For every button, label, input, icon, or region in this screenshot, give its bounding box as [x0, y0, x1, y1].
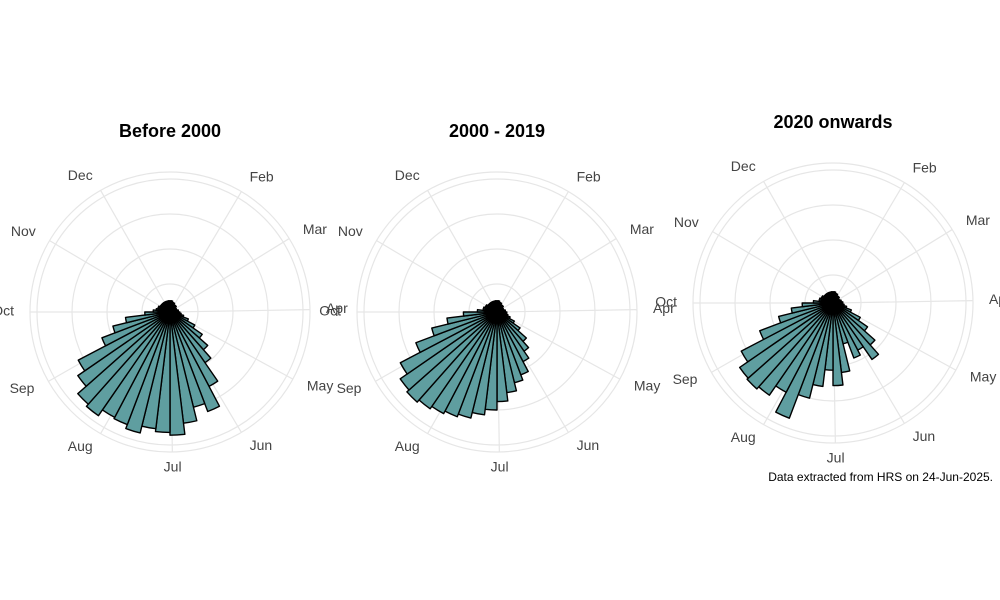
chart-title: 2000 - 2019 [449, 121, 545, 141]
polar-chart: Before 2000 Feb Mar Apr May Jun Jul Aug Sep Oct No… [0, 121, 348, 475]
bar [144, 311, 171, 316]
bar [77, 311, 171, 387]
month-label: Mar [630, 221, 654, 237]
month-label: Feb [250, 169, 274, 185]
grid-spoke [376, 240, 498, 313]
bar [832, 302, 862, 359]
bar [832, 302, 880, 361]
month-label: Jul [827, 450, 845, 466]
month-label: Feb [913, 160, 937, 176]
month-label: Dec [731, 158, 756, 174]
bar [740, 302, 834, 363]
grid-spoke [496, 238, 617, 313]
bar [112, 311, 171, 334]
month-label: Aug [731, 429, 756, 445]
bar [101, 311, 171, 347]
grid-spoke [169, 191, 242, 313]
bar [415, 311, 498, 354]
grid-spoke [100, 190, 171, 313]
bar [462, 311, 498, 317]
month-label: Feb [577, 169, 601, 185]
month-label: Mar [303, 221, 327, 237]
bar [77, 311, 171, 405]
month-label: Apr [326, 300, 348, 316]
month-label: Jun [250, 437, 273, 453]
chart-title: 2020 onwards [773, 112, 892, 132]
month-label: Jul [491, 459, 509, 475]
grid-spoke [49, 240, 171, 313]
bar [494, 300, 498, 313]
month-label: Jun [577, 437, 600, 453]
month-label: Apr [989, 291, 1000, 307]
month-label: Sep [10, 380, 35, 396]
bar [399, 311, 498, 391]
month-label: Jun [913, 428, 936, 444]
grid-spoke [832, 229, 953, 304]
bar [124, 311, 171, 324]
polar-chart: 2020 onwards Feb Mar Apr May Jun Jul Aug Sep Oct N… [655, 112, 1000, 484]
grid-spoke [763, 181, 834, 304]
bar [167, 300, 171, 313]
bar [77, 311, 171, 372]
month-label: Oct [655, 294, 677, 310]
grid-spoke [832, 182, 905, 304]
month-label: Oct [0, 303, 14, 319]
month-label: May [634, 378, 660, 394]
grid-spoke [427, 190, 498, 313]
grid-spoke [496, 309, 637, 313]
bar [758, 302, 834, 341]
grid-spoke [169, 238, 290, 313]
bar [801, 302, 834, 308]
month-label: Nov [338, 223, 363, 239]
month-label: May [970, 369, 996, 385]
month-label: Dec [68, 167, 93, 183]
bar [169, 311, 186, 436]
bar [399, 311, 498, 375]
month-label: Oct [319, 303, 341, 319]
grid-spoke [712, 231, 834, 304]
bar [746, 302, 834, 390]
bar [738, 302, 834, 379]
polar-chart: 2000 - 2019 Feb Mar Apr May Jun Jul Aug Sep Oct No… [319, 121, 675, 475]
caption: Data extracted from HRS on 24-Jun-2025. [768, 470, 993, 484]
bar [790, 302, 834, 314]
month-label: Jul [164, 459, 182, 475]
bar [777, 302, 834, 324]
bar [431, 311, 498, 337]
month-label: Dec [395, 167, 420, 183]
grid-spoke [169, 309, 310, 313]
month-label: May [307, 378, 333, 394]
month-label: Apr [653, 300, 675, 316]
bar [85, 311, 171, 417]
grid-spoke [496, 191, 569, 313]
bar [406, 311, 498, 403]
bar [775, 302, 834, 419]
bar [830, 291, 834, 304]
month-label: Aug [68, 438, 93, 454]
grid-spoke [832, 300, 973, 304]
month-label: Sep [673, 371, 698, 387]
month-label: Mar [966, 212, 990, 228]
bar [446, 311, 498, 325]
grid-spoke [496, 311, 621, 380]
bar [169, 311, 221, 413]
month-label: Sep [337, 380, 362, 396]
bar [832, 302, 844, 387]
month-label: Nov [11, 223, 36, 239]
month-label: Aug [395, 438, 420, 454]
chart-title: Before 2000 [119, 121, 221, 141]
month-label: Nov [674, 214, 699, 230]
